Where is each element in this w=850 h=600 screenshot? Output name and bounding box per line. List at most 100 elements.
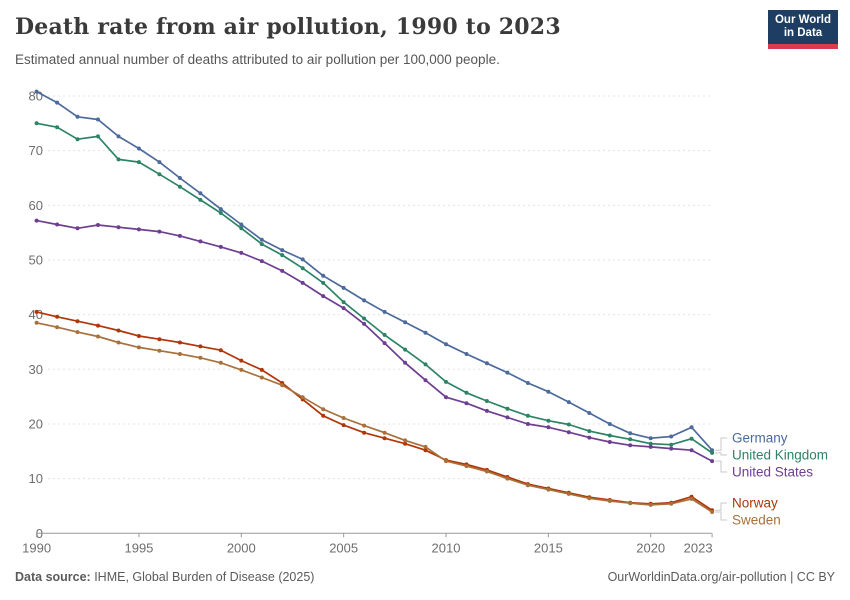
legend-label-united-kingdom[interactable]: United Kingdom [732,448,828,463]
series-point-sweden [321,407,326,412]
series-point-united-kingdom [75,137,80,142]
series-point-germany [55,100,60,105]
series-point-sweden [75,330,80,335]
series-point-united-states [444,395,448,400]
chart-subtitle: Estimated annual number of deaths attrib… [15,52,500,67]
series-point-sweden [669,501,674,506]
series-point-united-states [218,244,223,249]
series-point-germany [607,422,612,426]
series-point-united-kingdom [341,300,346,305]
series-point-united-kingdom [34,121,39,126]
series-point-germany [648,436,653,441]
series-point-sweden [362,423,367,428]
series-point-germany [157,160,162,165]
series-point-united-kingdom [218,211,223,215]
series-point-united-states [55,222,60,227]
series-point-germany [423,330,428,335]
series-point-united-states [321,294,326,299]
series-point-sweden [607,499,612,503]
series-point-united-states [403,360,408,365]
legend-label-norway[interactable]: Norway [732,496,778,511]
series-point-united-states [382,341,387,346]
series-point-sweden [177,352,182,356]
series-point-germany [34,89,39,94]
series-point-sweden [464,464,469,469]
series-point-sweden [382,430,387,435]
page-title: Death rate from air pollution, 1990 to 2… [15,14,561,40]
series-point-united-kingdom [96,134,100,139]
series-point-norway [157,337,162,342]
series-point-norway [198,344,203,349]
series-point-norway [321,413,326,418]
series-point-germany [628,431,633,436]
attribution[interactable]: OurWorldinData.org/air-pollution | CC BY [607,570,835,584]
series-point-germany [75,114,80,119]
series-point-norway [403,441,408,446]
series-point-united-kingdom [607,433,612,438]
series-point-germany [218,207,223,212]
owid-logo[interactable]: Our World in Data [768,10,838,49]
x-tick-label: 2020 [636,540,665,555]
series-point-united-kingdom [566,422,571,427]
series-point-united-states [484,408,489,413]
legend-connector-united-states [715,460,727,473]
series-point-united-states [157,229,162,234]
series-point-norway [116,328,121,333]
legend-label-sweden[interactable]: Sweden [732,513,781,528]
series-line-united-states[interactable] [36,219,713,462]
series-point-united-kingdom [382,332,387,337]
series-point-united-states [259,259,264,264]
series-point-norway [382,436,387,441]
owid-logo-line1: Our World [774,14,831,26]
series-line-united-kingdom[interactable] [36,122,713,454]
series-point-united-kingdom [464,390,469,395]
series-point-united-states [75,226,80,231]
x-tick-label: 1995 [124,540,153,555]
y-tick-label: 30 [29,362,43,377]
series-point-united-states [689,448,694,453]
series-line-germany[interactable] [36,90,713,451]
series-point-united-states [587,435,592,440]
legend-connector-sweden [715,511,727,521]
series-point-united-kingdom [116,157,121,162]
series-point-sweden [546,487,551,492]
series-point-united-kingdom [300,266,305,271]
series-point-united-states [546,425,551,430]
series-point-sweden [484,469,489,474]
series-point-united-states [116,225,121,230]
series-point-germany [669,434,674,439]
series-point-united-states [136,227,141,232]
series-point-united-states [505,415,510,420]
series-point-united-kingdom [403,347,408,352]
series-point-united-states [464,401,469,406]
series-point-united-states [280,268,285,273]
series-line-sweden[interactable] [36,321,713,513]
series-point-norway [75,319,80,324]
series-point-united-states [341,306,346,311]
series-point-united-kingdom [628,437,633,442]
series-point-united-states [34,218,39,223]
series-point-germany [177,176,182,180]
series-point-united-kingdom [546,418,551,423]
series-point-united-kingdom [423,362,428,367]
series-point-sweden [525,483,530,488]
series-point-sweden [587,496,592,501]
series-point-united-kingdom [239,226,244,231]
series-point-united-kingdom [362,316,367,321]
legend-connector-germany [715,437,727,451]
legend-label-united-states[interactable]: United States [732,465,813,480]
series-point-germany [300,257,305,262]
series-point-united-kingdom [157,172,162,177]
y-tick-label: 10 [29,471,43,486]
series-point-norway [55,314,60,319]
series-point-sweden [198,355,203,360]
series-point-united-kingdom [55,125,60,130]
series-point-united-states [710,459,715,464]
series-point-germany [382,309,387,314]
series-point-sweden [444,459,448,464]
series-line-norway[interactable] [36,311,713,512]
legend-connector-norway [715,502,727,511]
legend-label-germany[interactable]: Germany [732,431,788,446]
series-point-germany [403,320,408,325]
series-point-united-kingdom [198,197,203,202]
